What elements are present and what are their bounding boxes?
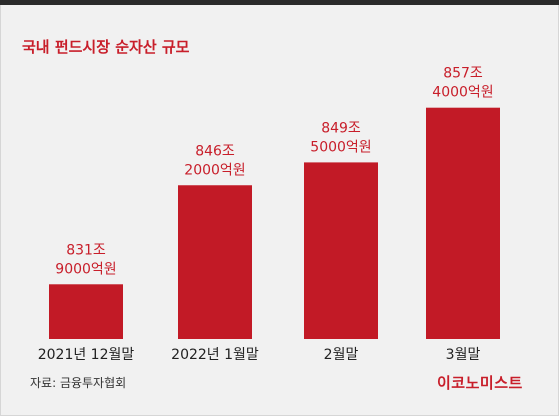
bar-1 xyxy=(49,284,123,339)
value-label-4-line-1: 857조 xyxy=(443,66,483,82)
value-label-4-line-2: 4000억원 xyxy=(432,85,493,101)
top-border-band xyxy=(0,0,559,5)
bar-2 xyxy=(178,185,252,339)
value-label-2-line-1: 846조 xyxy=(195,143,235,159)
value-label-2-line-2: 2000억원 xyxy=(184,162,245,178)
bar-3 xyxy=(304,162,378,339)
category-label-2: 2022년 1월말 xyxy=(171,347,259,363)
bars-layer xyxy=(49,107,500,339)
chart-title: 국내 펀드시장 순자산 규모 xyxy=(22,38,190,56)
category-label-4: 3월말 xyxy=(446,347,481,363)
category-label-1: 2021년 12월말 xyxy=(38,347,135,363)
category-label-3: 2월말 xyxy=(324,347,359,363)
value-label-1-line-2: 9000억원 xyxy=(55,261,116,277)
value-label-3-line-2: 5000억원 xyxy=(310,139,371,155)
value-labels-layer: 831조 9000억원 846조 2000억원 849조 5000억원 857조 4000억원 xyxy=(55,66,493,278)
source-note: 자료: 금융투자협회 xyxy=(30,376,127,390)
category-labels-layer: 2021년 12월말 2022년 1월말 2월말 3월말 xyxy=(38,347,481,363)
bar-4 xyxy=(426,107,500,339)
value-label-3-line-1: 849조 xyxy=(321,120,361,136)
brand-logo: 이코노미스트 xyxy=(437,374,523,392)
value-label-1-line-1: 831조 xyxy=(66,242,106,258)
